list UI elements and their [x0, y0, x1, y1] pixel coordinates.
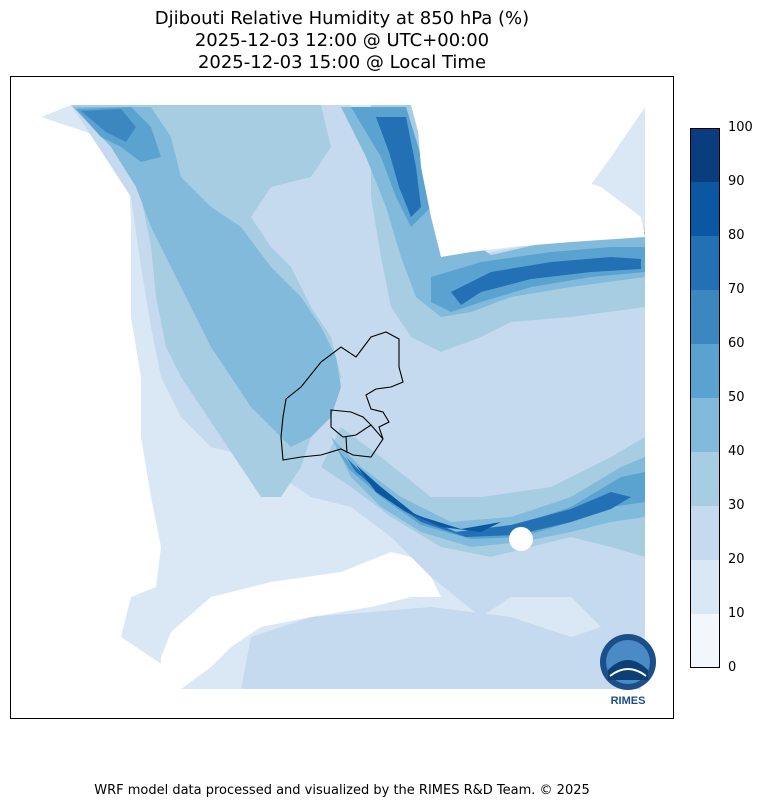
colorbar: [690, 128, 720, 668]
mask-northeast-gap: [416, 105, 645, 257]
humidity-field-60-80-ridge: [451, 257, 641, 305]
humidity-field-60-80-arc: [346, 457, 631, 537]
colorbar-tick-label: 70: [728, 282, 745, 297]
colorbar-border: [690, 128, 720, 668]
credit-text: WRF model data processed and visualized …: [94, 783, 590, 798]
colorbar-tick-label: 20: [728, 552, 745, 567]
mask-southwest-gap: [161, 552, 441, 689]
colorbar-tick-label: 100: [728, 120, 753, 135]
colorbar-segment: [690, 290, 720, 344]
humidity-field-20-30-south: [241, 607, 641, 689]
colorbar-segment: [690, 128, 720, 182]
humidity-field-map: [11, 77, 673, 689]
colorbar-tick-label: 10: [728, 606, 745, 621]
colorbar-tick-label: 40: [728, 444, 745, 459]
colorbar-tick-label: 0: [728, 660, 737, 675]
map-title: Djibouti Relative Humidity at 850 hPa (%…: [154, 8, 530, 29]
local-time: 2025-12-03 15:00 @ Local Time: [197, 52, 487, 73]
colorbar-segment: [690, 506, 720, 560]
colorbar-segment: [690, 236, 720, 290]
rimes-logo-icon: RIMES: [600, 634, 656, 707]
map-frame: [10, 76, 674, 719]
humidity-field-40-50: [73, 107, 341, 447]
utc-time: 2025-12-03 12:00 @ UTC+00:00: [194, 30, 490, 51]
colorbar-segment: [690, 182, 720, 236]
colorbar-segment: [690, 344, 720, 398]
colorbar-tick-label: 80: [728, 228, 745, 243]
mask-pocket: [509, 527, 533, 551]
colorbar-tick-label: 90: [728, 174, 745, 189]
colorbar-segment: [690, 614, 720, 668]
humidity-field-80-90-arc: [356, 465, 501, 532]
humidity-field-60-80-ne: [376, 117, 421, 217]
colorbar-segment: [690, 560, 720, 614]
humidity-field-60-80-nw: [81, 109, 136, 142]
colorbar-tick-label: 60: [728, 336, 745, 351]
rimes-logo-text: RIMES: [611, 695, 646, 707]
colorbar-tick-label: 50: [728, 390, 745, 405]
colorbar-segment: [690, 398, 720, 452]
colorbar-tick-label: 30: [728, 498, 745, 513]
colorbar-segment: [690, 452, 720, 506]
djibouti-border: [280, 331, 404, 461]
